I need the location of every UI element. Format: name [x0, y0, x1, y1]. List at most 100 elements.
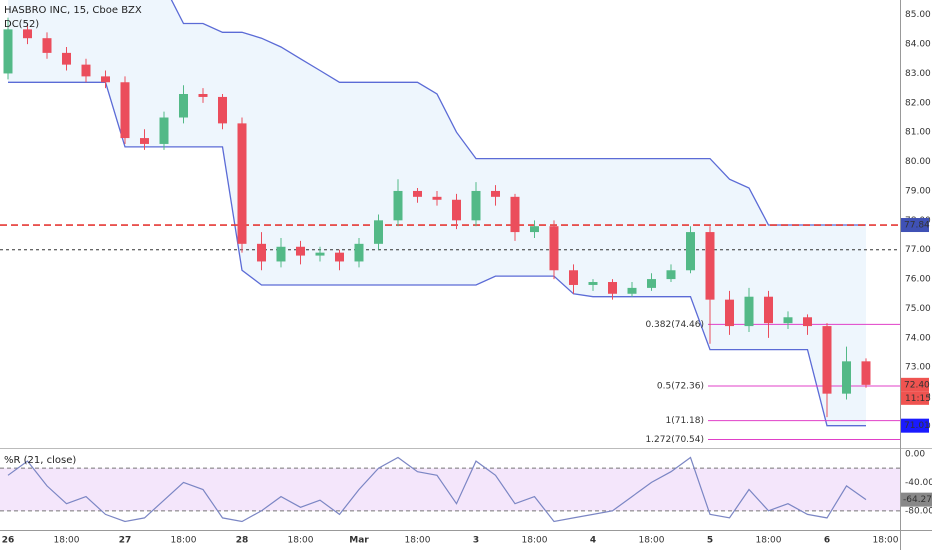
candle-body	[725, 299, 734, 327]
candle-body	[822, 326, 832, 394]
candle-body	[413, 190, 422, 197]
y-tick-label: 75.00	[905, 304, 931, 314]
candle-body	[491, 190, 500, 197]
price-tag-label: 71.01	[904, 421, 930, 431]
indicator-title: %R (21, close)	[4, 455, 76, 466]
y-tick-label: 77.00	[905, 245, 931, 255]
y-tick-label: 84.00	[905, 40, 931, 50]
indicator-label: DC(52)	[4, 19, 39, 30]
channel-upper	[170, 0, 866, 226]
x-tick-label: 27	[119, 536, 132, 546]
x-tick-label: 4	[590, 536, 596, 546]
candle-body	[23, 29, 32, 39]
candle-body	[549, 226, 559, 271]
y-tick-label: 85.00	[905, 10, 931, 20]
countdown: 11:15	[905, 394, 931, 404]
candle-body	[335, 252, 344, 262]
candle-body	[159, 117, 169, 144]
x-tick-label: 18:00	[756, 536, 782, 546]
x-tick-label: Mar	[349, 536, 369, 546]
candle-body	[627, 287, 637, 294]
candle-body	[471, 190, 481, 221]
indicator-line	[7, 456, 867, 523]
candle-body	[432, 196, 442, 200]
x-tick-label: 18:00	[639, 536, 665, 546]
candle-body	[783, 317, 793, 324]
price-tag-label: 72.40	[904, 380, 930, 390]
candle-body	[140, 138, 149, 144]
candle-body	[686, 232, 695, 271]
fib-label: 0.382(74.46)	[645, 320, 704, 330]
candle-body	[354, 243, 364, 262]
y-tick-label: -40.00	[905, 478, 932, 488]
fib-label: 1(71.18)	[665, 416, 704, 426]
candle-body	[588, 282, 598, 285]
overlay: 0.382(74.46) 0.5(72.36) 1(71.18) 1.272(70.5…	[2, 10, 932, 546]
candle-body	[296, 246, 305, 256]
y-tick-label: 74.00	[905, 333, 931, 343]
x-tick-label: 18:00	[405, 536, 431, 546]
candle-body	[42, 38, 52, 53]
candle-body	[315, 252, 325, 256]
y-tick-label: 82.00	[905, 98, 931, 108]
candle-body	[744, 296, 754, 327]
candle-body	[374, 220, 383, 244]
candle-body	[257, 243, 266, 262]
price-tag-label: 77.84	[904, 221, 930, 231]
x-tick-label: 18:00	[171, 536, 197, 546]
price-tag	[901, 418, 929, 433]
fib-label: 0.5(72.36)	[657, 382, 704, 392]
y-tick-label: 83.00	[905, 69, 931, 79]
candle-body	[666, 270, 676, 280]
candle-body	[608, 282, 617, 294]
fib-label: 1.272(70.54)	[645, 435, 704, 445]
candle-body	[764, 296, 773, 324]
candle-body	[101, 76, 110, 83]
candle-body	[276, 246, 286, 262]
candle-body	[120, 82, 130, 139]
candle-body	[530, 226, 539, 233]
candle-body	[198, 94, 208, 97]
candle-body	[237, 123, 247, 244]
x-tick-label: 18:00	[873, 536, 899, 546]
x-tick-label: 6	[824, 536, 830, 546]
price-tag	[901, 492, 932, 507]
candle-body	[3, 29, 13, 74]
price-tag	[901, 218, 929, 233]
candle-body	[393, 190, 403, 221]
band-fill	[0, 468, 900, 511]
candle-body	[62, 52, 71, 65]
candle-body	[861, 361, 871, 385]
x-tick-label: 18:00	[54, 536, 80, 546]
x-tick-label: 18:00	[522, 536, 548, 546]
indicator-pane	[0, 456, 900, 523]
candle-body	[218, 96, 227, 124]
candle-body	[647, 279, 656, 288]
candle-body	[803, 317, 812, 327]
x-tick-label: 28	[236, 536, 249, 546]
symbol-title: HASBRO INC, 15, Cboe BZX	[4, 5, 142, 16]
x-tick-label: 5	[707, 536, 713, 546]
y-tick-label: 80.00	[905, 157, 931, 167]
candle-body	[81, 64, 91, 77]
candle-body	[705, 232, 715, 300]
price-pane	[0, 0, 900, 440]
countdown-box	[901, 391, 929, 405]
candle-body	[179, 94, 188, 118]
x-tick-label: 18:00	[288, 536, 314, 546]
candle-body	[452, 199, 461, 221]
candle-body	[510, 196, 520, 233]
x-tick-label: 26	[2, 536, 15, 546]
candle-body	[842, 361, 851, 394]
y-tick-label: 76.00	[905, 275, 931, 285]
y-tick-label: -80.00	[905, 506, 932, 516]
candle-body	[569, 270, 578, 285]
y-tick-label: 81.00	[905, 128, 931, 138]
y-tick-label: 0.00	[905, 449, 925, 459]
price-tag-label: -64.27	[903, 495, 932, 505]
x-tick-label: 3	[473, 536, 479, 546]
price-tag	[901, 377, 929, 392]
y-tick-label: 79.00	[905, 186, 931, 196]
channel-lower	[8, 81, 866, 427]
